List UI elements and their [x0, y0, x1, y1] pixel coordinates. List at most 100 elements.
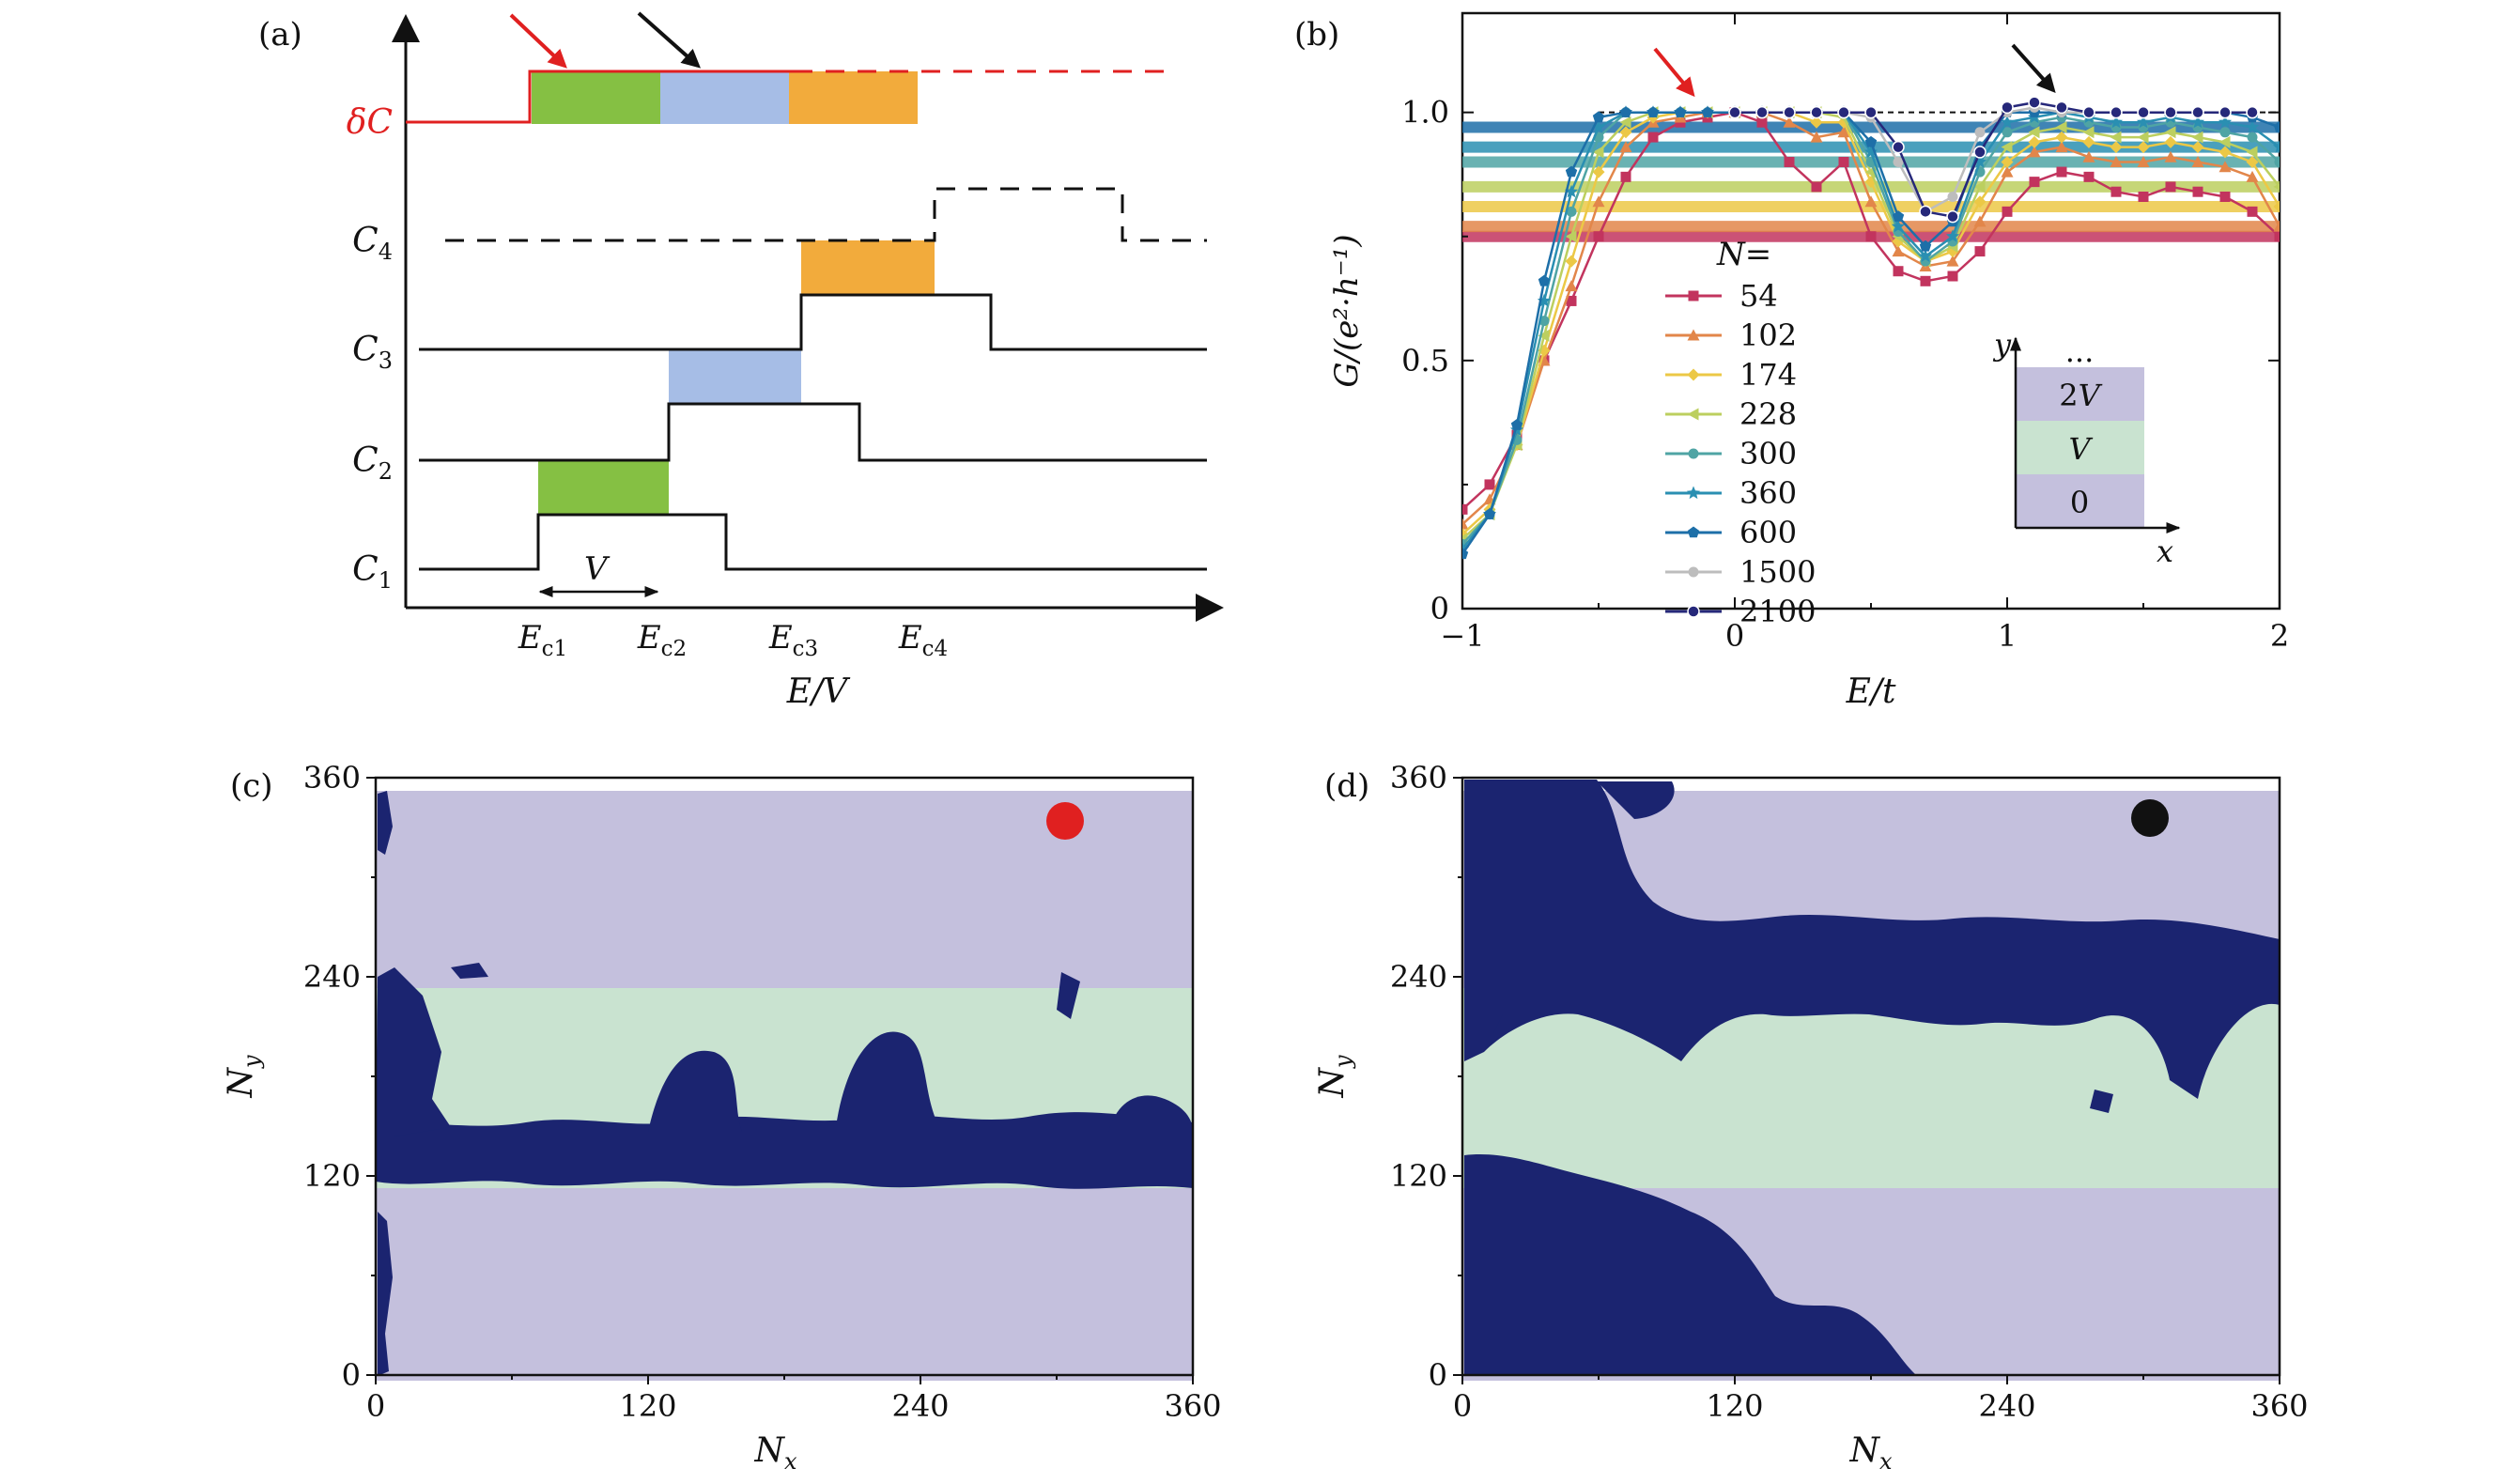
b-legend-item-600: 600 [1665, 515, 1797, 550]
d-ticks-xtick-label-3: 360 [2250, 1388, 2308, 1424]
b-point-360-19 [1972, 155, 1987, 168]
b-point-102-26 [2164, 150, 2177, 162]
b-point-102-25 [2137, 156, 2150, 167]
a-black-arrow [637, 11, 701, 69]
b-point-600-15 [1864, 135, 1878, 147]
b-point-2100-15 [1864, 105, 1878, 119]
b-legend-item-2100: 2100 [1665, 594, 1816, 629]
b-point-360-30 [2272, 140, 2280, 153]
b-point-102-4 [1565, 280, 1578, 292]
b-point-228-22 [2055, 121, 2067, 134]
b-point-54-18 [1947, 271, 1958, 282]
b-point-2100-22 [2055, 100, 2068, 115]
b-point-228-4 [1565, 230, 1577, 243]
d-ticks-ytick-label-3: 360 [1390, 760, 1447, 796]
b-black-arrow [2011, 43, 2056, 93]
d-ticks-xtick-label-2: 240 [1978, 1388, 2035, 1424]
b-legend-marker-228 [1687, 408, 1699, 421]
d-black-marker [2131, 799, 2169, 837]
b-point-360-5 [1591, 120, 1606, 133]
b-point-174-21 [2028, 135, 2041, 148]
b-point-174-26 [2164, 135, 2177, 148]
b-point-2100-26 [2164, 105, 2177, 119]
inset-band-label-dots: ... [2065, 333, 2095, 369]
b-point-54-29 [2247, 206, 2258, 217]
b-xtick-label-0: −1 [1440, 618, 1484, 654]
b-point-228-27 [2191, 131, 2203, 144]
b-point-174-6 [1619, 126, 1632, 139]
b-point-300-4 [1566, 206, 1577, 217]
b-point-228-19 [1973, 180, 1986, 193]
panel-label-a: (a) [258, 16, 302, 54]
b-red-arrow [1653, 47, 1695, 98]
b-point-600-16 [1892, 210, 1905, 222]
b-legend-marker-174 [1687, 368, 1700, 381]
a-xtick-ec3: Ec3 [768, 619, 818, 661]
b-point-54-16 [1893, 266, 1904, 277]
b-point-174-27 [2191, 141, 2204, 154]
c-ticks: 00 120 120 240 240 360 360 [303, 760, 1222, 1424]
c-ticks-xtick-label-2: 240 [891, 1388, 949, 1424]
b-point-2100-16 [1892, 140, 1905, 154]
b-ticks: −1 0 1 200.51.0 [1401, 13, 2289, 654]
b-point-102-28 [2219, 161, 2232, 173]
b-point-54-26 [2165, 181, 2176, 193]
d-ticks-xtick-label-0: 0 [1453, 1388, 1472, 1424]
a-curve-c3 [419, 293, 1207, 351]
b-point-54-0 [1462, 503, 1468, 515]
b-series-group [1462, 96, 2280, 560]
a-c2-green-box [538, 460, 669, 515]
b-point-102-19 [1973, 215, 1987, 227]
a-dc-blue-box [660, 71, 789, 124]
d-ticks: 00 120 120 240 240 360 360 [1390, 760, 2309, 1424]
b-point-54-13 [1811, 181, 1822, 193]
b-point-2100-23 [2082, 105, 2095, 119]
c-red-marker [1046, 802, 1084, 840]
b-point-174-29 [2246, 156, 2259, 168]
a-c4-orange-box [801, 240, 935, 295]
b-point-54-5 [1593, 231, 1604, 242]
c-band-bottom [376, 1188, 1193, 1381]
b-point-2100-28 [2219, 105, 2232, 119]
a-xtick-ec1: Ec1 [518, 619, 567, 661]
b-legend-title: N= [1716, 236, 1771, 273]
a-curve-dc [406, 70, 794, 124]
b-point-102-21 [2028, 146, 2041, 158]
b-point-102-22 [2055, 141, 2068, 153]
b-point-174-13 [1810, 116, 1823, 129]
b-ytick-label-2: 1.0 [1401, 95, 1449, 131]
b-point-300-29 [2247, 131, 2258, 143]
panel-d: (d) 00 120 120 240 240 360 360 Nx Ny [1313, 760, 2309, 1475]
a-xlabel: E/V [786, 672, 851, 711]
b-point-54-27 [2192, 186, 2203, 197]
c-ticks-xtick-label-0: 0 [366, 1388, 385, 1424]
b-point-2100-21 [2028, 96, 2041, 109]
a-c3-blue-box [669, 349, 801, 404]
b-legend-item-102: 102 [1665, 317, 1797, 353]
a-xtick-ec2: Ec2 [637, 619, 687, 661]
b-point-54-15 [1865, 231, 1877, 242]
b-point-174-24 [2110, 141, 2123, 154]
b-point-360-4 [1564, 184, 1579, 198]
b-point-54-14 [1838, 157, 1849, 167]
b-plot-frame [1461, 11, 2281, 611]
b-point-228-5 [1592, 146, 1604, 159]
panel-b: (b) −1 0 1 200.51.0 E/t G/(e²·h⁻¹) N= 54102… [1294, 11, 2289, 711]
b-point-228-28 [2219, 135, 2231, 148]
b-legend-label-102: 102 [1739, 317, 1797, 353]
b-point-54-19 [1974, 246, 1986, 257]
b-point-228-30 [2273, 183, 2280, 191]
b-point-360-17 [1918, 249, 1933, 262]
inset-band-0 [2016, 474, 2144, 528]
b-legend-item-1500: 1500 [1665, 554, 1816, 590]
b-point-54-23 [2083, 171, 2095, 182]
b-point-300-28 [2219, 127, 2231, 138]
b-point-174-28 [2219, 146, 2232, 159]
d-ticks-ytick-label-1: 120 [1390, 1158, 1447, 1194]
b-ytick-label-0: 0 [1430, 591, 1449, 626]
b-point-360-29 [2245, 120, 2260, 133]
b-point-2100-25 [2137, 105, 2150, 119]
b-point-600-17 [1919, 240, 1932, 252]
c-ticks-xtick-label-3: 360 [1164, 1388, 1221, 1424]
b-legend-label-360: 360 [1739, 475, 1797, 511]
